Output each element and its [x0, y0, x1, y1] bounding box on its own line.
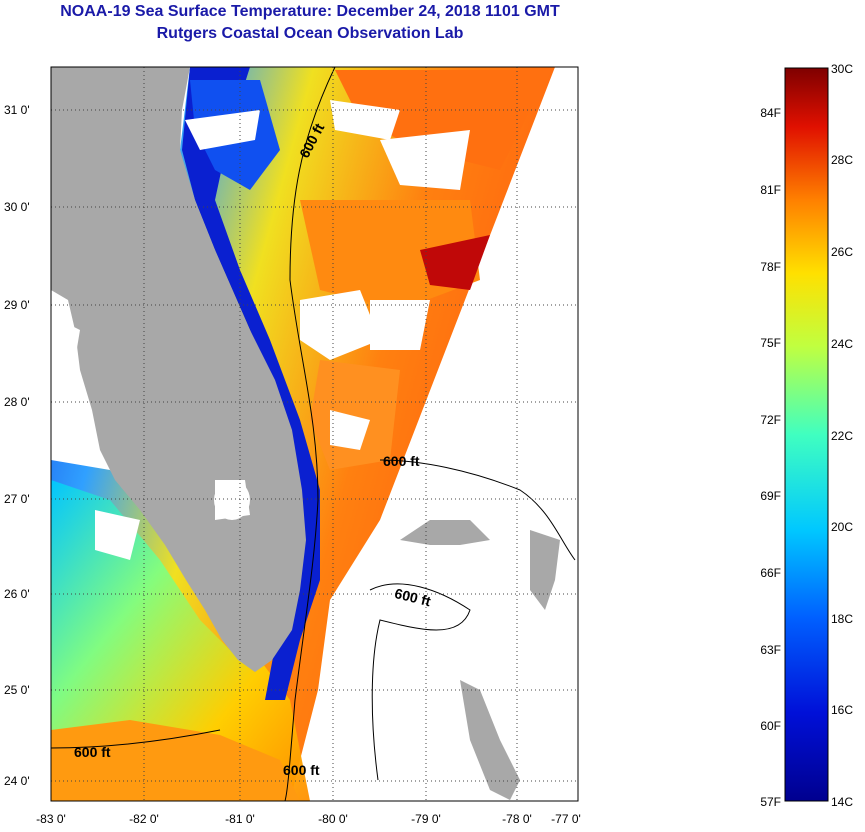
colorbar-celsius-label: 26C: [831, 245, 853, 259]
warm-patch-north: [335, 70, 550, 170]
contour-label: 600 ft: [383, 453, 420, 469]
colorbar-celsius-label: 16C: [831, 703, 853, 717]
map-area: [51, 67, 578, 801]
isobath-contour: [369, 583, 471, 781]
lat-label: 24 0': [4, 774, 30, 788]
lat-label: 27 0': [4, 492, 30, 506]
lon-label: -83 0': [36, 812, 66, 826]
colorbar: [784, 67, 829, 802]
colorbar-fahrenheit-label: 60F: [760, 719, 781, 733]
lat-label: 26 0': [4, 587, 30, 601]
lat-label: 25 0': [4, 683, 30, 697]
hot-patch: [420, 235, 490, 290]
lon-label: -78 0': [502, 812, 532, 826]
gulf-sst-region: [51, 480, 310, 801]
map-frame: [50, 66, 579, 802]
colorbar-fahrenheit-label: 63F: [760, 643, 781, 657]
lat-label: 28 0': [4, 395, 30, 409]
cold-coastal-band: [182, 67, 320, 700]
bahamas-land: [460, 680, 520, 800]
lat-label: 30 0': [4, 200, 30, 214]
colorbar-fahrenheit-label: 69F: [760, 489, 781, 503]
cloud-patch: [370, 300, 430, 350]
colorbar-fahrenheit-label: 81F: [760, 183, 781, 197]
florida-land: [51, 67, 306, 672]
colorbar-fahrenheit-label: 84F: [760, 106, 781, 120]
colorbar-celsius-label: 28C: [831, 153, 853, 167]
colorbar-fahrenheit-label: 66F: [760, 566, 781, 580]
contour-label: 600 ft: [283, 762, 320, 778]
cloud-patch: [300, 290, 380, 360]
lon-label: -79 0': [411, 812, 441, 826]
isobath-contour: [379, 459, 576, 561]
map-subtitle: Rutgers Coastal Ocean Observation Lab: [156, 25, 464, 42]
bahamas-land: [400, 520, 490, 545]
contour-label: 600 ft: [74, 744, 111, 760]
colorbar-fahrenheit-label: 72F: [760, 413, 781, 427]
colorbar-celsius-label: 14C: [831, 795, 853, 809]
bahamas-land: [530, 530, 560, 610]
colorbar-fahrenheit-label: 57F: [760, 795, 781, 809]
cloud-patch: [95, 510, 140, 560]
cloud-patch: [330, 410, 370, 450]
cloud-patch: [215, 480, 250, 520]
cloud-patch: [55, 320, 80, 360]
isobath-contour: [51, 729, 221, 749]
colorbar-celsius-label: 30C: [831, 62, 853, 76]
lat-label: 29 0': [4, 298, 30, 312]
colorbar-celsius-label: 22C: [831, 429, 853, 443]
map-title: NOAA-19 Sea Surface Temperature: Decembe…: [60, 3, 560, 20]
lon-label: -82 0': [129, 812, 159, 826]
lat-label: 31 0': [4, 103, 30, 117]
cloud-patch: [185, 110, 260, 150]
colorbar-celsius-label: 18C: [831, 612, 853, 626]
lon-label: -77 0': [551, 812, 581, 826]
colorbar-fahrenheit-label: 75F: [760, 336, 781, 350]
cloud-patch: [380, 130, 470, 190]
colorbar-fahrenheit-label: 78F: [760, 260, 781, 274]
colorbar-celsius-label: 24C: [831, 337, 853, 351]
lon-label: -80 0': [318, 812, 348, 826]
colorbar-celsius-label: 20C: [831, 520, 853, 534]
lon-label: -81 0': [225, 812, 255, 826]
gulf-warm-band: [51, 720, 300, 801]
isobath-contour: [284, 67, 336, 801]
